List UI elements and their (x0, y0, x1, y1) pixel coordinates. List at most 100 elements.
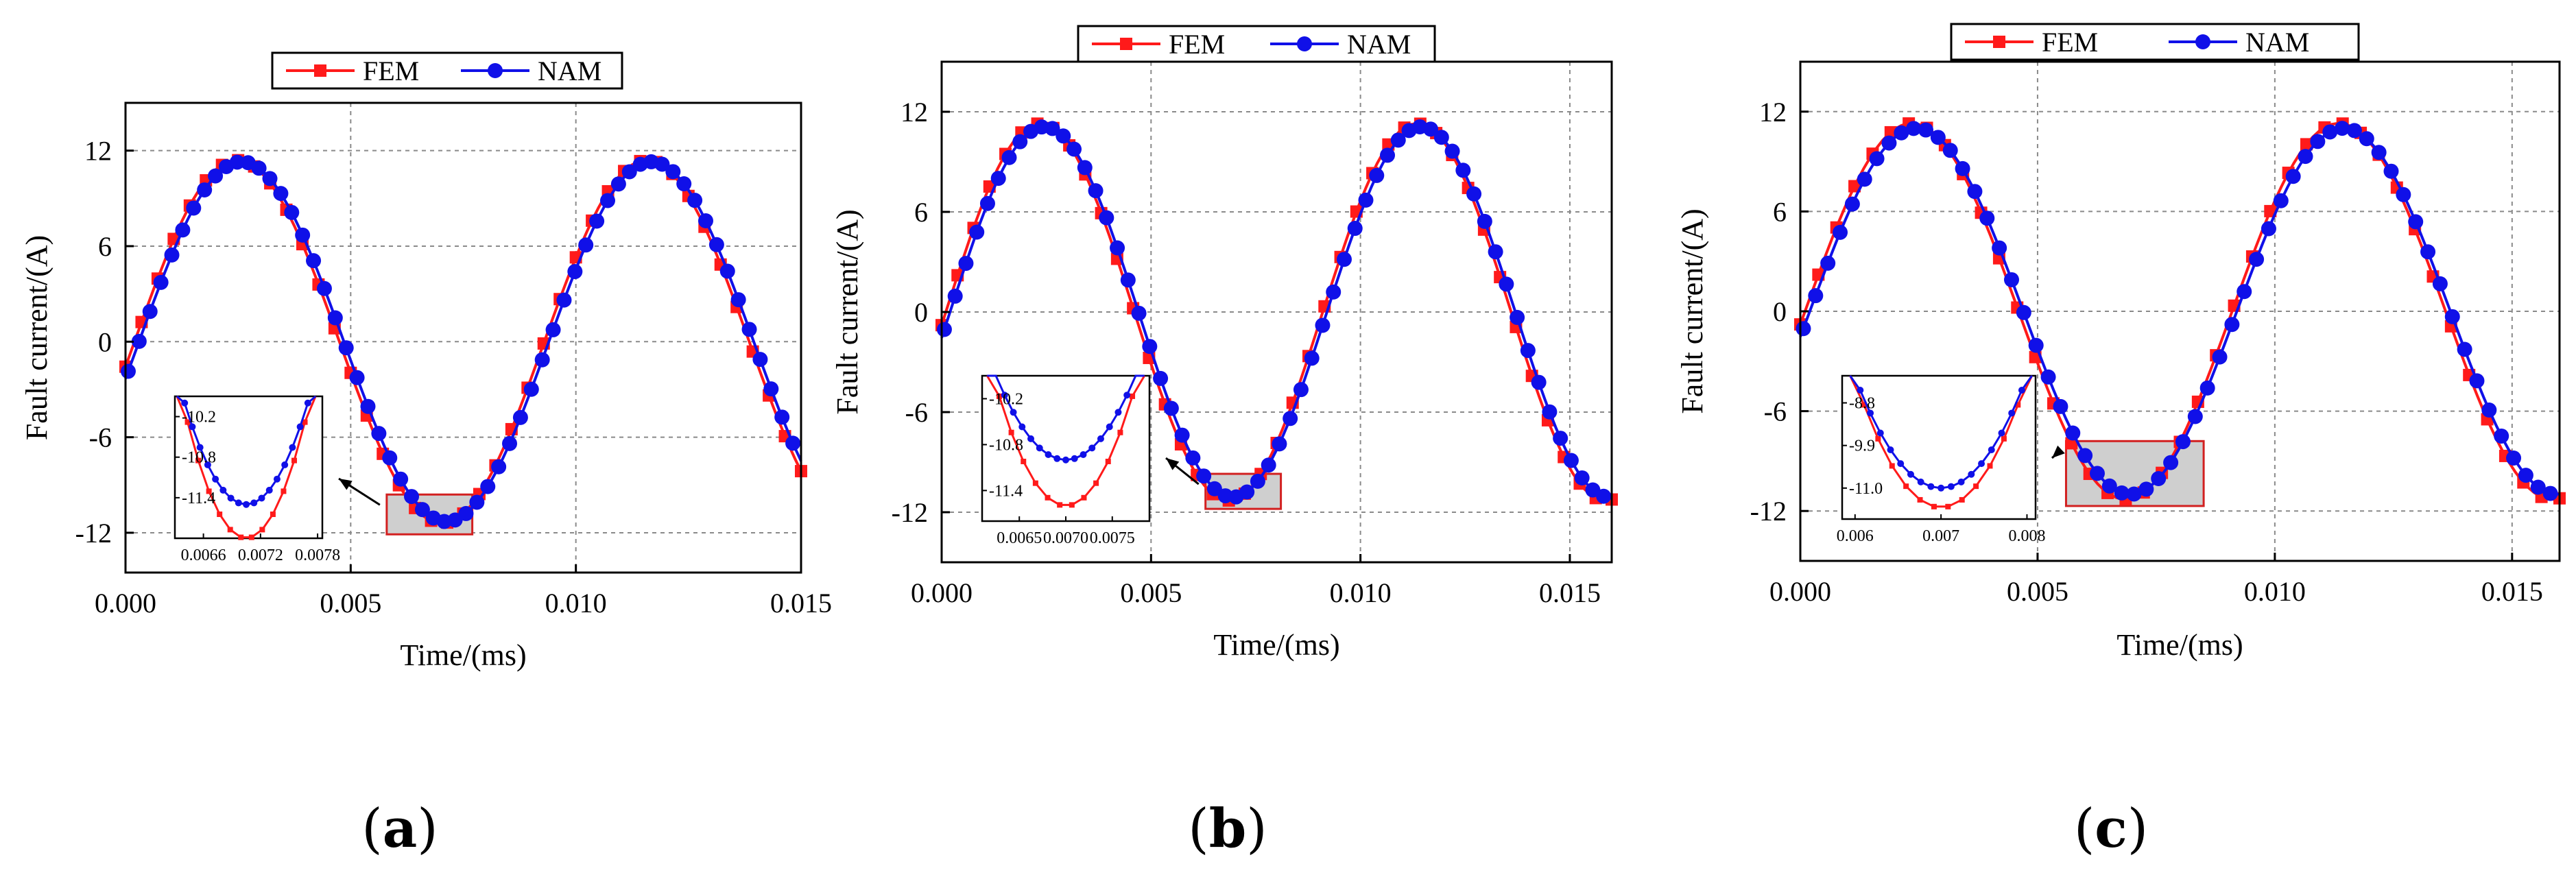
nam-marker (316, 280, 332, 296)
nam-marker (1163, 400, 1179, 416)
nam-marker (1942, 143, 1958, 158)
inset-nam-marker (1917, 478, 1924, 485)
legend-label-nam: NAM (1347, 29, 1411, 60)
nam-marker (1808, 288, 1824, 304)
nam-marker (1531, 374, 1547, 390)
inset-x-tick-label: 0.0075 (1090, 529, 1135, 547)
nam-marker (153, 274, 169, 290)
nam-marker (1488, 244, 1503, 260)
x-tick-label: 0.000 (911, 577, 973, 608)
inset-y-tick-label: -8.8 (1849, 395, 1875, 413)
nam-marker (371, 426, 387, 442)
nam-marker (1894, 125, 1909, 141)
nam-marker (1336, 252, 1352, 267)
inset-nam-marker (227, 494, 235, 502)
nam-marker (1444, 143, 1460, 159)
y-axis-title: Fault current/(A) (831, 209, 864, 414)
nam-marker (2077, 448, 2093, 464)
x-tick-label: 0.000 (95, 588, 156, 618)
inset-nam-marker (212, 475, 219, 483)
nam-marker (1358, 192, 1374, 208)
nam-marker (2383, 163, 2399, 179)
nam-marker (1574, 470, 1590, 485)
x-tick-label: 0.005 (2007, 576, 2068, 607)
y-tick-label: -6 (905, 397, 928, 428)
nam-marker (1857, 171, 1872, 187)
inset-nam-marker (273, 475, 281, 483)
chart-panel-b: 0.000 0.005 0.010 0.015 -12 -6 0 6 12 Time/(ms) Fa… (831, 25, 1618, 662)
inset-fem-marker (1008, 429, 1014, 435)
nam-marker (774, 409, 790, 425)
zoom-arrow-head (339, 479, 353, 490)
inset-nam-marker (1957, 478, 1965, 485)
inset-y-tick-label: -11.0 (1849, 480, 1883, 498)
inset-nam-marker (1036, 444, 1043, 452)
inset-nam-marker (1988, 446, 1995, 454)
nam-marker (2065, 425, 2081, 441)
inset-nam-marker (281, 461, 289, 468)
nam-marker (2494, 428, 2509, 444)
nam-marker (600, 193, 616, 208)
nam-marker (404, 489, 420, 505)
inset-nam-marker (1071, 455, 1078, 462)
nam-marker (1174, 427, 1190, 443)
nam-marker (360, 398, 376, 414)
nam-marker (621, 164, 637, 180)
inset-nam-marker (1857, 386, 1864, 394)
nam-marker (2457, 341, 2472, 357)
inset-nam-marker (1001, 392, 1008, 399)
inset-nam-marker (250, 499, 258, 507)
nam-marker (2396, 187, 2411, 202)
inset-nam-marker (1097, 435, 1104, 442)
nam-marker (229, 154, 245, 170)
nam-marker (1542, 404, 1558, 420)
nam-marker (567, 264, 583, 280)
nam-marker (2163, 455, 2179, 470)
inset-fem-marker (259, 527, 265, 533)
nam-marker (2261, 221, 2276, 237)
inset-y-tick-label: -11.4 (182, 490, 215, 507)
inset-fem-marker (1021, 458, 1027, 464)
inset-nam-marker (1018, 423, 1026, 431)
inset-nam-marker (1053, 455, 1061, 462)
nam-marker (2346, 123, 2362, 139)
x-tick-label: 0.000 (1769, 576, 1831, 607)
nam-marker (1131, 305, 1147, 321)
legend-marker-nam (488, 63, 503, 78)
nam-marker (1455, 163, 1471, 178)
nam-marker (2224, 317, 2240, 333)
nam-marker (2542, 485, 2558, 501)
nam-marker (1120, 272, 1136, 288)
nam-marker (2126, 486, 2142, 502)
x-tick-label: 0.010 (545, 588, 607, 618)
inset-fem-marker (1861, 402, 1867, 408)
inset-fem-marker (1057, 502, 1063, 508)
nam-marker (752, 352, 768, 368)
inset-x-tick-label: 0.006 (1837, 527, 1874, 545)
nam-marker (2335, 121, 2350, 136)
nam-marker (197, 182, 213, 197)
nam-marker (1553, 431, 1569, 446)
nam-marker (1906, 121, 1922, 136)
y-tick-label: -6 (89, 422, 112, 453)
inset-y-tick-label: -10.2 (989, 390, 1023, 408)
nam-marker (1077, 160, 1093, 176)
nam-marker (697, 213, 713, 229)
nam-marker (1979, 211, 1995, 226)
nam-marker (1347, 221, 1363, 237)
nam-marker (414, 502, 430, 518)
inset-fem-marker (996, 393, 1002, 399)
x-axis-title: Time/(ms) (400, 638, 526, 672)
inset-nam-marker (1027, 435, 1035, 442)
nam-marker (284, 204, 300, 220)
inset-nam-marker (204, 461, 211, 468)
nam-marker (2175, 434, 2191, 450)
chart-panel-c: 0.000 0.005 0.010 0.015 -12 -6 0 6 12 Time/(ms) Fa… (1675, 23, 2566, 662)
nam-marker (1967, 184, 1983, 200)
legend-label-nam: NAM (2245, 27, 2309, 58)
y-tick-label: 12 (84, 136, 112, 167)
nam-marker (273, 186, 289, 202)
inset-fem-marker (1093, 480, 1099, 486)
inset-nam-marker (1010, 409, 1017, 416)
nam-marker (131, 333, 147, 349)
